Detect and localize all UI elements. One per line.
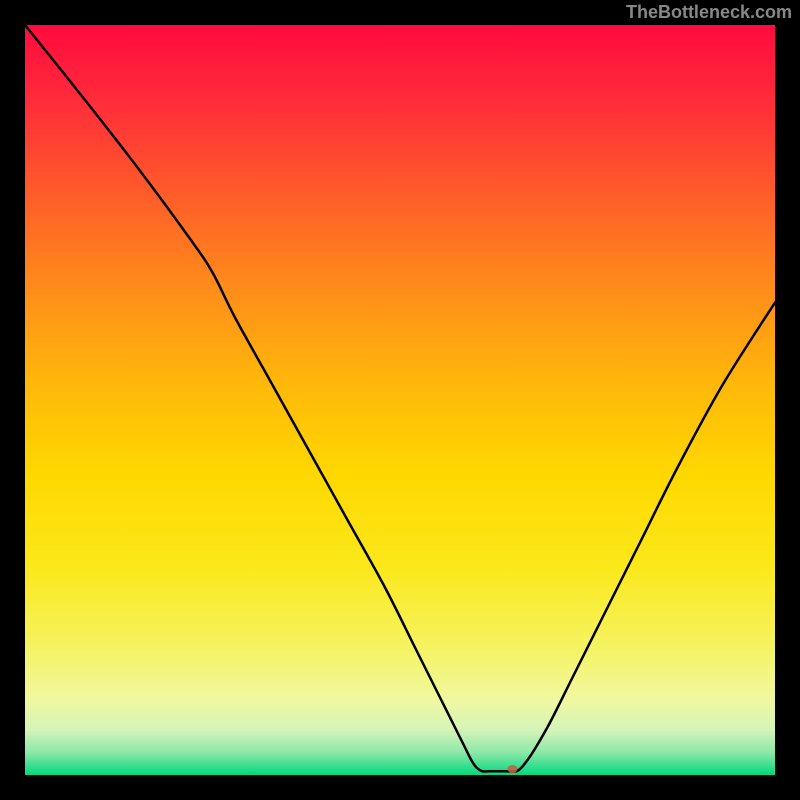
chart-svg — [25, 25, 775, 775]
chart-plot-area — [25, 25, 775, 775]
chart-background — [25, 25, 775, 775]
optimum-marker — [508, 765, 518, 773]
watermark-text: TheBottleneck.com — [626, 2, 792, 23]
